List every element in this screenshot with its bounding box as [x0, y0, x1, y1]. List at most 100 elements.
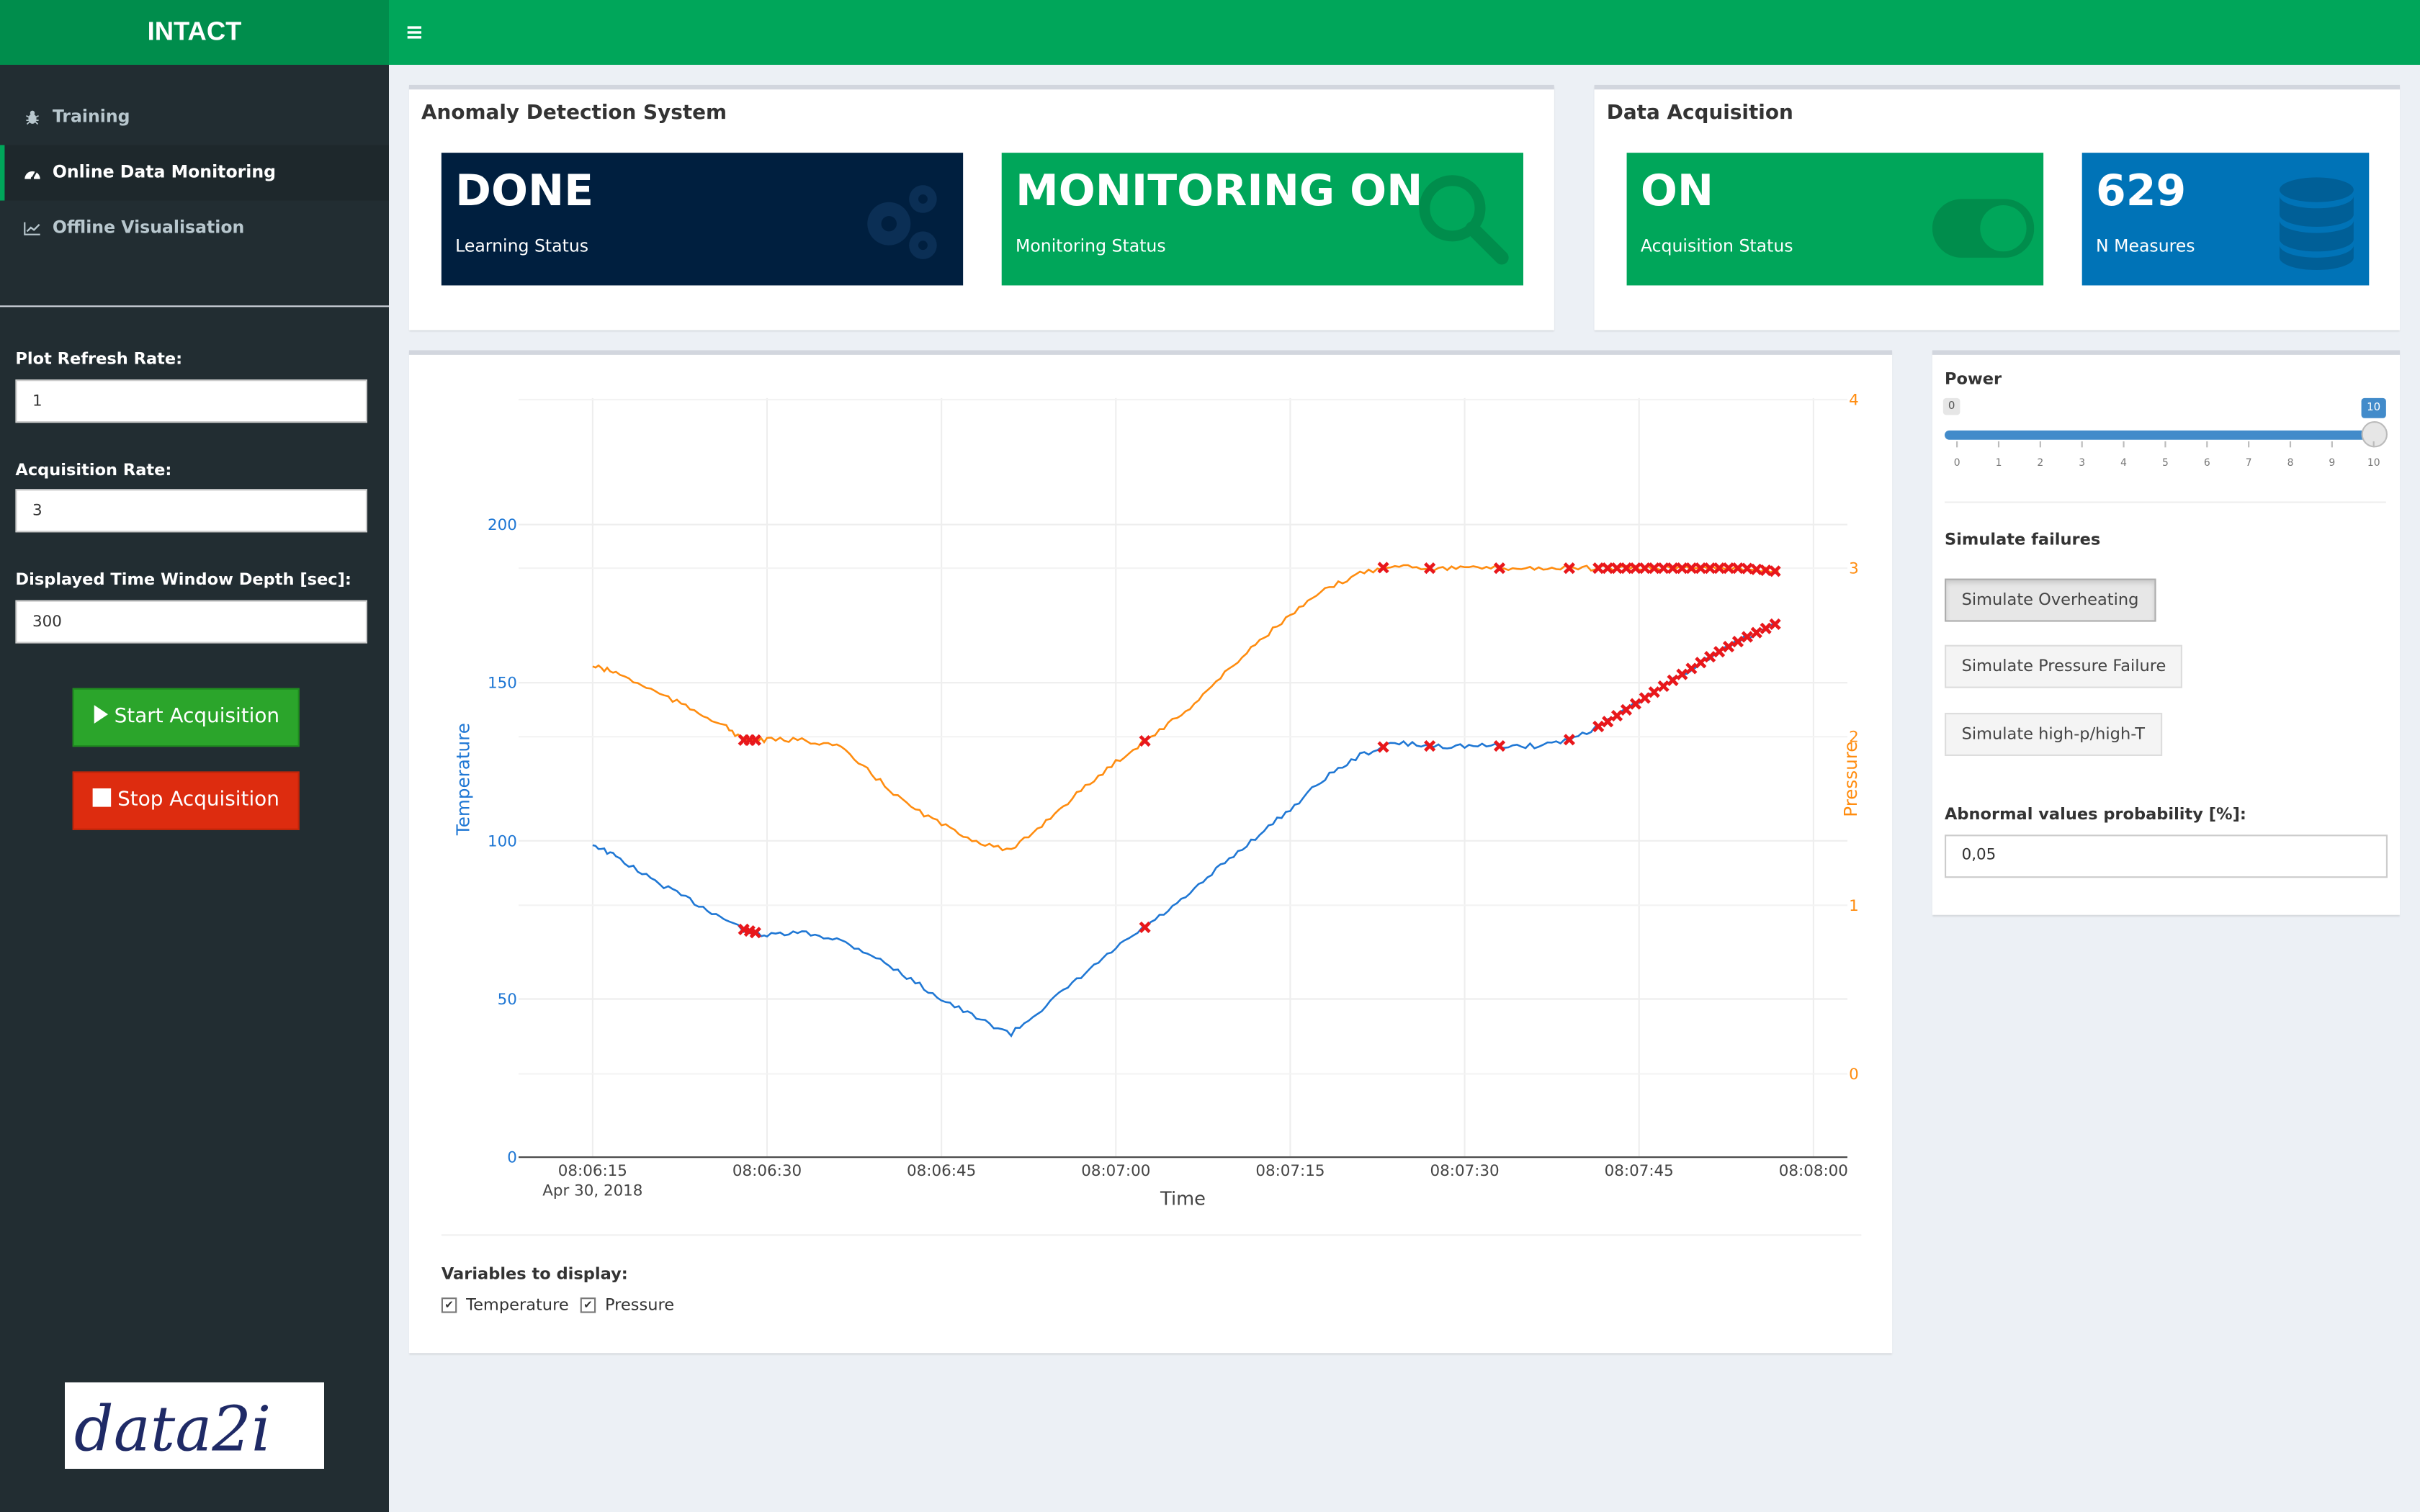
simulate-pressure-failure-button[interactable]: Simulate Pressure Failure	[1945, 644, 2183, 688]
stop-acquisition-label: Stop Acquisition	[117, 788, 279, 812]
probability-input[interactable]: 0,05	[1945, 834, 2388, 878]
sidebar-item-offline-visualisation[interactable]: Offline Visualisation	[0, 201, 389, 256]
power-tick-label: 8	[2287, 457, 2294, 469]
x-tick-label: 08:07:00	[1081, 1162, 1150, 1180]
sidebar-item-label: Training	[52, 106, 130, 127]
monitoring-status-box: MONITORING ON Monitoring Status	[1001, 153, 1523, 286]
temperature-pressure-chart[interactable]: 08:06:15 08:06:30 08:06:45 08:07:00 08:07:15…	[409, 355, 1892, 1238]
anomaly-marker	[1629, 562, 1641, 575]
simulate-overheating-button[interactable]: Simulate Overheating	[1945, 578, 2156, 622]
sidebar-item-training[interactable]: Training	[0, 89, 389, 145]
anomaly-marker	[1657, 680, 1670, 693]
y1-tick-label: 200	[488, 516, 517, 534]
plot-refresh-input[interactable]: 1	[15, 379, 367, 423]
monitoring-status-label: Monitoring Status	[1016, 235, 1166, 256]
chart-panel	[408, 350, 1893, 1354]
anomaly-marker	[1722, 641, 1735, 653]
hamburger-icon[interactable]	[404, 15, 426, 49]
temperature-checkbox[interactable]: ✔ Temperature	[441, 1296, 569, 1315]
bug-icon	[22, 89, 43, 145]
stop-acquisition-button[interactable]: Stop Acquisition	[72, 771, 300, 830]
n-measures-value: 629	[2096, 165, 2187, 216]
y1-tick-label: 50	[498, 991, 517, 1009]
top-navbar	[389, 0, 2420, 65]
time-window-label: Displayed Time Window Depth [sec]:	[15, 570, 351, 590]
sidebar: Training Online Data Monitoring Offline …	[0, 65, 389, 1512]
search-icon	[1412, 168, 1514, 270]
power-tick-label: 2	[2037, 457, 2043, 469]
y1-tick-label: 150	[488, 675, 517, 693]
anomaly-marker	[1620, 562, 1633, 575]
power-tick-label: 4	[2120, 457, 2127, 469]
display-vars-title: Variables to display:	[441, 1265, 628, 1284]
plot-refresh-label: Plot Refresh Rate:	[15, 350, 183, 369]
anomaly-marker	[1493, 739, 1506, 752]
temperature-checkbox-label: Temperature	[466, 1296, 569, 1315]
acquisition-panel-title: Data Acquisition	[1606, 102, 1793, 125]
anomaly-marker	[1760, 622, 1772, 634]
anomaly-marker	[1657, 562, 1670, 575]
toggle-on-icon	[1932, 168, 2035, 270]
learning-status-box: DONE Learning Status	[441, 153, 964, 286]
y2-axis-title: Pressure	[1840, 742, 1861, 817]
anomaly-marker	[1741, 562, 1753, 575]
y1-tick-label: 100	[488, 832, 517, 850]
anomaly-marker	[1493, 562, 1506, 575]
anomaly-marker	[1424, 562, 1436, 575]
anomaly-marker	[1685, 662, 1698, 675]
anomaly-marker	[749, 734, 761, 746]
anomaly-marker	[1722, 562, 1735, 575]
acquisition-status-box: ON Acquisition Status	[1626, 153, 2044, 286]
power-tick-label: 7	[2246, 457, 2252, 469]
x-tick-label: 08:06:45	[907, 1162, 976, 1180]
x-tick-label: 08:06:15	[558, 1162, 627, 1180]
pressure-series-line	[592, 564, 1779, 852]
acquisition-status-value: ON	[1640, 165, 1714, 216]
x-tick-label: 08:07:30	[1430, 1162, 1500, 1180]
learning-status-label: Learning Status	[455, 235, 589, 256]
anomaly-marker	[1639, 562, 1651, 575]
x-axis-title: Time	[1160, 1189, 1206, 1210]
start-acquisition-button[interactable]: Start Acquisition	[72, 688, 300, 747]
anomaly-marker	[1139, 921, 1151, 934]
simulate-high-p-high-t-button[interactable]: Simulate high-p/high-T	[1945, 712, 2162, 756]
y2-tick-label: 3	[1849, 560, 1859, 578]
x-tick-label: 08:06:30	[732, 1162, 802, 1180]
anomaly-marker	[1610, 709, 1623, 722]
anomaly-marker	[1139, 734, 1151, 747]
acquisition-rate-input[interactable]: 3	[15, 489, 367, 533]
acquisition-status-label: Acquisition Status	[1640, 235, 1793, 256]
probability-label: Abnormal values probability [%]:	[1945, 805, 2246, 824]
sidebar-item-label: Offline Visualisation	[52, 217, 245, 238]
svg-text:data2i: data2i	[74, 1393, 271, 1465]
pressure-checkbox-label: Pressure	[605, 1296, 675, 1315]
power-label: Power	[1945, 370, 2002, 389]
simulate-failures-title: Simulate failures	[1945, 531, 2101, 549]
anomaly-marker	[1620, 703, 1633, 716]
pressure-checkbox[interactable]: ✔ Pressure	[580, 1296, 675, 1315]
anomaly-marker	[749, 927, 761, 939]
stop-icon	[92, 788, 112, 811]
anomaly-marker	[1695, 657, 1707, 669]
anomaly-marker	[1769, 565, 1781, 577]
app-brand[interactable]: INTACT	[0, 0, 389, 65]
sidebar-item-online-monitoring[interactable]: Online Data Monitoring	[0, 145, 389, 201]
anomaly-marker	[1563, 734, 1575, 746]
anomaly-marker	[1704, 651, 1716, 663]
power-value-badge: 10	[2361, 397, 2386, 418]
y1-axis-title: Temperature	[452, 723, 473, 836]
anomaly-marker	[1676, 562, 1688, 575]
power-slider-track[interactable]	[1945, 430, 2377, 440]
anomaly-marker	[1424, 739, 1436, 752]
time-window-input[interactable]: 300	[15, 600, 367, 644]
anomaly-marker	[1695, 562, 1707, 575]
anomaly-marker	[1377, 562, 1389, 574]
anomaly-marker	[1750, 563, 1762, 575]
anomaly-marker	[1667, 674, 1679, 686]
n-measures-box: 629 N Measures	[2081, 153, 2370, 286]
anomaly-marker	[1592, 562, 1605, 575]
anomaly-marker	[1731, 636, 1744, 648]
power-tick-label: 1	[1996, 457, 2002, 469]
y2-tick-label: 0	[1849, 1066, 1859, 1084]
anomaly-marker	[1639, 692, 1651, 704]
